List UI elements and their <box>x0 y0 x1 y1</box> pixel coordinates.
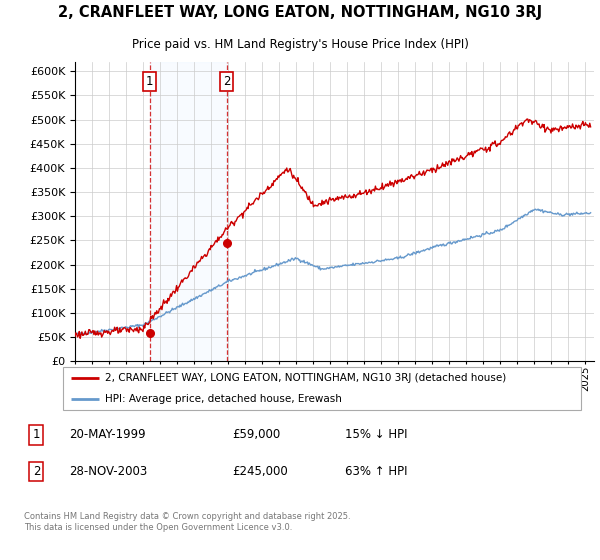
Text: 2: 2 <box>32 465 40 478</box>
Text: 20-MAY-1999: 20-MAY-1999 <box>69 428 146 441</box>
Text: 2, CRANFLEET WAY, LONG EATON, NOTTINGHAM, NG10 3RJ (detached house): 2, CRANFLEET WAY, LONG EATON, NOTTINGHAM… <box>104 372 506 382</box>
Text: HPI: Average price, detached house, Erewash: HPI: Average price, detached house, Erew… <box>104 394 341 404</box>
Text: Contains HM Land Registry data © Crown copyright and database right 2025.
This d: Contains HM Land Registry data © Crown c… <box>24 512 350 532</box>
Text: 15% ↓ HPI: 15% ↓ HPI <box>346 428 408 441</box>
Text: £59,000: £59,000 <box>233 428 281 441</box>
Text: 28-NOV-2003: 28-NOV-2003 <box>69 465 148 478</box>
Text: 63% ↑ HPI: 63% ↑ HPI <box>346 465 408 478</box>
Text: 2: 2 <box>223 74 230 87</box>
Text: Price paid vs. HM Land Registry's House Price Index (HPI): Price paid vs. HM Land Registry's House … <box>131 38 469 50</box>
Text: 1: 1 <box>146 74 153 87</box>
Text: 2, CRANFLEET WAY, LONG EATON, NOTTINGHAM, NG10 3RJ: 2, CRANFLEET WAY, LONG EATON, NOTTINGHAM… <box>58 6 542 20</box>
FancyBboxPatch shape <box>62 366 581 410</box>
Text: 1: 1 <box>32 428 40 441</box>
Bar <box>149 62 227 361</box>
Text: £245,000: £245,000 <box>233 465 289 478</box>
